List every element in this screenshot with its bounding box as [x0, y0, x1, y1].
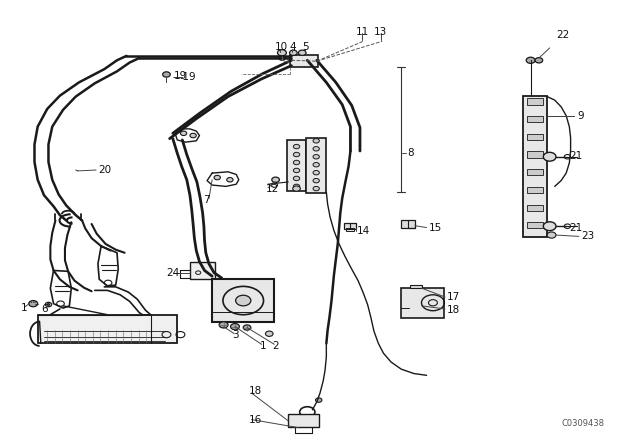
Circle shape	[313, 186, 319, 191]
Bar	[527, 134, 543, 140]
Text: 5: 5	[302, 42, 309, 52]
Bar	[289, 55, 318, 67]
Bar	[346, 228, 354, 231]
Circle shape	[547, 232, 556, 238]
Circle shape	[289, 50, 297, 56]
Circle shape	[313, 171, 319, 175]
Text: 4: 4	[289, 42, 296, 52]
Circle shape	[236, 295, 251, 306]
Bar	[527, 222, 543, 228]
Text: 16: 16	[249, 414, 262, 425]
Circle shape	[293, 176, 300, 181]
Text: 1: 1	[260, 340, 266, 351]
Circle shape	[163, 72, 170, 77]
Bar	[527, 151, 543, 158]
Circle shape	[278, 50, 286, 56]
Text: 24: 24	[166, 267, 180, 278]
Text: 12: 12	[266, 184, 279, 194]
Text: 22: 22	[556, 30, 569, 39]
Text: 1: 1	[20, 303, 27, 313]
Circle shape	[293, 184, 300, 189]
Circle shape	[266, 331, 273, 336]
Circle shape	[47, 304, 50, 306]
Circle shape	[227, 177, 233, 182]
Text: 21: 21	[570, 151, 582, 161]
Circle shape	[293, 160, 300, 165]
Bar	[344, 223, 356, 229]
Circle shape	[219, 322, 228, 328]
Circle shape	[313, 155, 319, 159]
Circle shape	[293, 152, 300, 157]
Text: 17: 17	[447, 292, 460, 302]
Circle shape	[543, 152, 556, 161]
Text: 8: 8	[408, 148, 414, 158]
Circle shape	[313, 178, 319, 183]
Circle shape	[279, 56, 285, 60]
Circle shape	[543, 222, 556, 231]
Circle shape	[180, 131, 187, 135]
Bar	[287, 140, 306, 191]
Circle shape	[272, 177, 280, 182]
Circle shape	[214, 175, 220, 180]
Text: 11: 11	[356, 26, 369, 37]
Text: 21: 21	[570, 224, 582, 233]
Bar	[410, 284, 422, 288]
Circle shape	[293, 168, 300, 172]
Bar	[527, 187, 543, 193]
Circle shape	[298, 50, 306, 56]
Text: 6: 6	[41, 304, 47, 314]
Bar	[401, 288, 444, 318]
Bar	[38, 314, 177, 344]
Text: 20: 20	[98, 165, 111, 175]
Text: 15: 15	[429, 223, 442, 233]
Text: 18: 18	[249, 386, 262, 396]
Bar	[527, 99, 543, 104]
Circle shape	[29, 301, 38, 307]
Text: 13: 13	[374, 26, 387, 37]
Bar	[401, 220, 415, 228]
Text: 3: 3	[232, 331, 239, 340]
Circle shape	[313, 138, 319, 143]
Text: 14: 14	[356, 226, 370, 236]
Circle shape	[526, 57, 535, 64]
Bar	[527, 205, 543, 211]
Bar	[527, 169, 543, 175]
Text: 18: 18	[447, 305, 460, 315]
Text: 7: 7	[203, 195, 209, 205]
Bar	[212, 279, 275, 322]
Bar	[306, 138, 326, 193]
Circle shape	[243, 325, 251, 330]
Circle shape	[313, 146, 319, 151]
Text: —19: —19	[173, 72, 196, 82]
Circle shape	[190, 134, 196, 138]
Circle shape	[316, 398, 322, 402]
Text: 9: 9	[577, 111, 584, 121]
Text: 10: 10	[275, 42, 287, 52]
Text: 23: 23	[581, 231, 595, 241]
Circle shape	[293, 144, 300, 149]
Circle shape	[292, 186, 300, 191]
Text: C0309438: C0309438	[561, 418, 604, 427]
Bar	[288, 414, 319, 426]
Text: 19: 19	[174, 71, 188, 81]
Circle shape	[313, 163, 319, 167]
Circle shape	[230, 323, 239, 330]
Circle shape	[535, 58, 543, 63]
Text: 2: 2	[273, 340, 279, 351]
Bar	[527, 116, 543, 122]
Bar	[523, 96, 547, 237]
Bar	[190, 263, 215, 279]
